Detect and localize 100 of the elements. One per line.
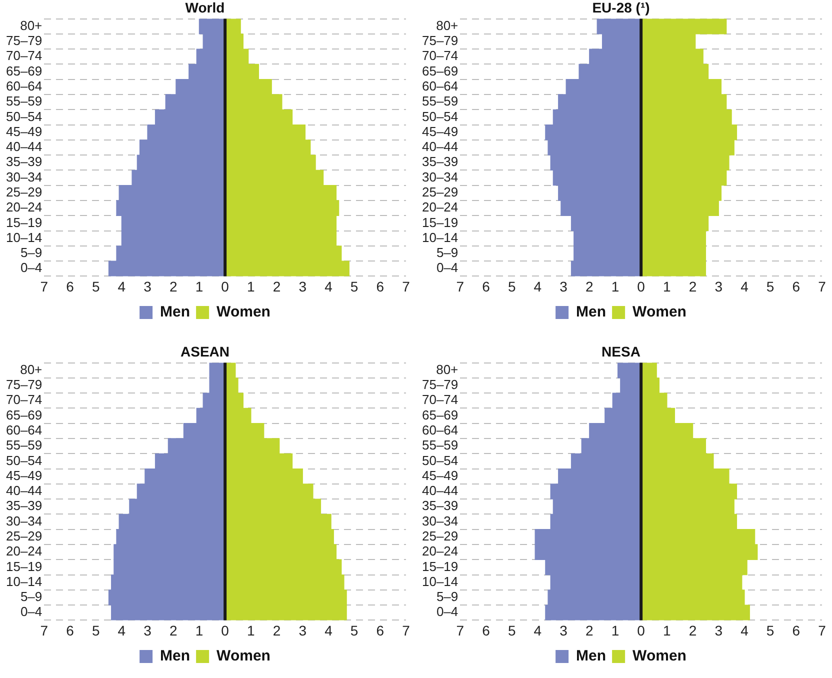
- y-tick-label: 80+: [20, 18, 42, 33]
- x-tick-label: 1: [195, 278, 204, 294]
- x-tick-label: 4: [740, 622, 749, 638]
- y-tick-label: 55–59: [422, 438, 458, 453]
- x-tick-label: 6: [376, 622, 384, 638]
- x-tick-label: 5: [92, 622, 100, 638]
- x-tick-label: 4: [324, 278, 333, 294]
- y-tick-label: 55–59: [6, 438, 42, 453]
- y-tick-label: 10–14: [422, 574, 458, 589]
- legend-label: Women: [632, 648, 686, 665]
- y-tick-label: 20–24: [422, 544, 458, 559]
- y-tick-label: 30–34: [6, 513, 42, 528]
- x-tick-label: 0: [221, 622, 230, 638]
- y-tick-label: 80+: [436, 362, 458, 377]
- y-tick-label: 5–9: [436, 589, 458, 604]
- y-tick-label: 10–14: [6, 574, 42, 589]
- x-tick-label: 5: [508, 622, 516, 638]
- y-tick-label: 30–34: [6, 169, 42, 184]
- x-tick-label: 0: [221, 278, 230, 294]
- x-tick-label: 4: [118, 622, 126, 638]
- y-tick-label: 5–9: [20, 245, 42, 260]
- x-tick-label: 1: [663, 278, 672, 294]
- x-tick-label: 2: [688, 278, 697, 294]
- y-tick-label: 35–39: [422, 498, 458, 514]
- legend-label: Men: [160, 304, 190, 321]
- x-tick-label: 1: [247, 278, 256, 294]
- y-tick-label: 60–64: [6, 422, 42, 438]
- x-tick-label: 6: [66, 622, 74, 638]
- legend-label: Women: [216, 648, 270, 665]
- chart-title: ASEAN: [180, 343, 230, 360]
- y-tick-label: 40–44: [422, 483, 458, 498]
- y-tick-label: 0–4: [20, 604, 42, 620]
- y-tick-label: 35–39: [6, 154, 42, 170]
- x-tick-label: 3: [298, 622, 307, 638]
- x-tick-label: 3: [560, 278, 568, 294]
- x-tick-label: 5: [92, 278, 100, 294]
- x-tick-label: 0: [637, 622, 646, 638]
- x-tick-label: 5: [350, 622, 358, 638]
- x-tick-label: 4: [118, 278, 126, 294]
- x-tick-label: 3: [144, 278, 152, 294]
- legend-label: Men: [576, 648, 606, 665]
- y-tick-label: 75–79: [6, 377, 42, 392]
- x-tick-label: 5: [766, 278, 774, 294]
- y-tick-label: 65–69: [422, 407, 458, 422]
- x-tick-label: 7: [402, 278, 410, 294]
- x-tick-label: 0: [637, 278, 646, 294]
- y-tick-label: 70–74: [6, 392, 42, 408]
- x-tick-label: 2: [272, 622, 281, 638]
- y-tick-label: 55–59: [6, 94, 42, 109]
- x-tick-label: 6: [376, 278, 384, 294]
- y-tick-label: 60–64: [422, 78, 458, 94]
- y-tick-label: 45–49: [422, 124, 458, 139]
- x-tick-label: 7: [402, 622, 410, 638]
- x-tick-label: 3: [714, 278, 723, 294]
- x-tick-label: 2: [169, 278, 178, 294]
- y-tick-label: 65–69: [6, 63, 42, 78]
- legend-label: Women: [216, 304, 270, 321]
- x-tick-label: 3: [144, 622, 152, 638]
- y-tick-label: 75–79: [6, 33, 42, 48]
- x-tick-label: 2: [272, 278, 281, 294]
- chart-title: NESA: [602, 343, 640, 360]
- x-tick-label: 7: [40, 278, 48, 294]
- legend-label: Women: [632, 304, 686, 321]
- x-tick-label: 2: [585, 622, 594, 638]
- x-tick-label: 6: [482, 278, 490, 294]
- y-tick-label: 60–64: [6, 78, 42, 94]
- x-tick-label: 6: [66, 278, 74, 294]
- x-tick-label: 1: [611, 622, 620, 638]
- x-tick-label: 2: [585, 278, 594, 294]
- y-tick-label: 55–59: [422, 94, 458, 109]
- y-tick-label: 0–4: [436, 604, 458, 620]
- x-tick-label: 7: [456, 622, 464, 638]
- y-tick-label: 20–24: [6, 200, 42, 215]
- y-tick-label: 5–9: [436, 245, 458, 260]
- x-tick-label: 2: [169, 622, 178, 638]
- x-tick-label: 3: [560, 622, 568, 638]
- y-tick-label: 70–74: [6, 48, 42, 64]
- y-tick-label: 45–49: [422, 468, 458, 483]
- y-tick-label: 45–49: [6, 468, 42, 483]
- x-tick-label: 1: [195, 622, 204, 638]
- y-tick-label: 10–14: [422, 230, 458, 245]
- y-tick-label: 80+: [436, 18, 458, 33]
- y-tick-label: 50–54: [6, 452, 42, 468]
- x-tick-label: 3: [714, 622, 723, 638]
- chart-title: World: [185, 0, 225, 16]
- y-tick-label: 70–74: [422, 48, 458, 64]
- y-tick-label: 75–79: [422, 377, 458, 392]
- y-tick-label: 25–29: [6, 184, 42, 200]
- x-tick-label: 7: [40, 622, 48, 638]
- x-tick-label: 7: [818, 622, 826, 638]
- y-tick-label: 30–34: [422, 513, 458, 528]
- x-tick-label: 6: [482, 622, 490, 638]
- y-tick-label: 40–44: [6, 483, 42, 498]
- y-tick-label: 50–54: [6, 108, 42, 124]
- y-tick-label: 35–39: [6, 498, 42, 514]
- y-tick-label: 70–74: [422, 392, 458, 408]
- y-tick-label: 25–29: [6, 528, 42, 544]
- y-tick-label: 35–39: [422, 154, 458, 170]
- y-tick-label: 0–4: [436, 260, 458, 276]
- legend-label: Men: [576, 304, 606, 321]
